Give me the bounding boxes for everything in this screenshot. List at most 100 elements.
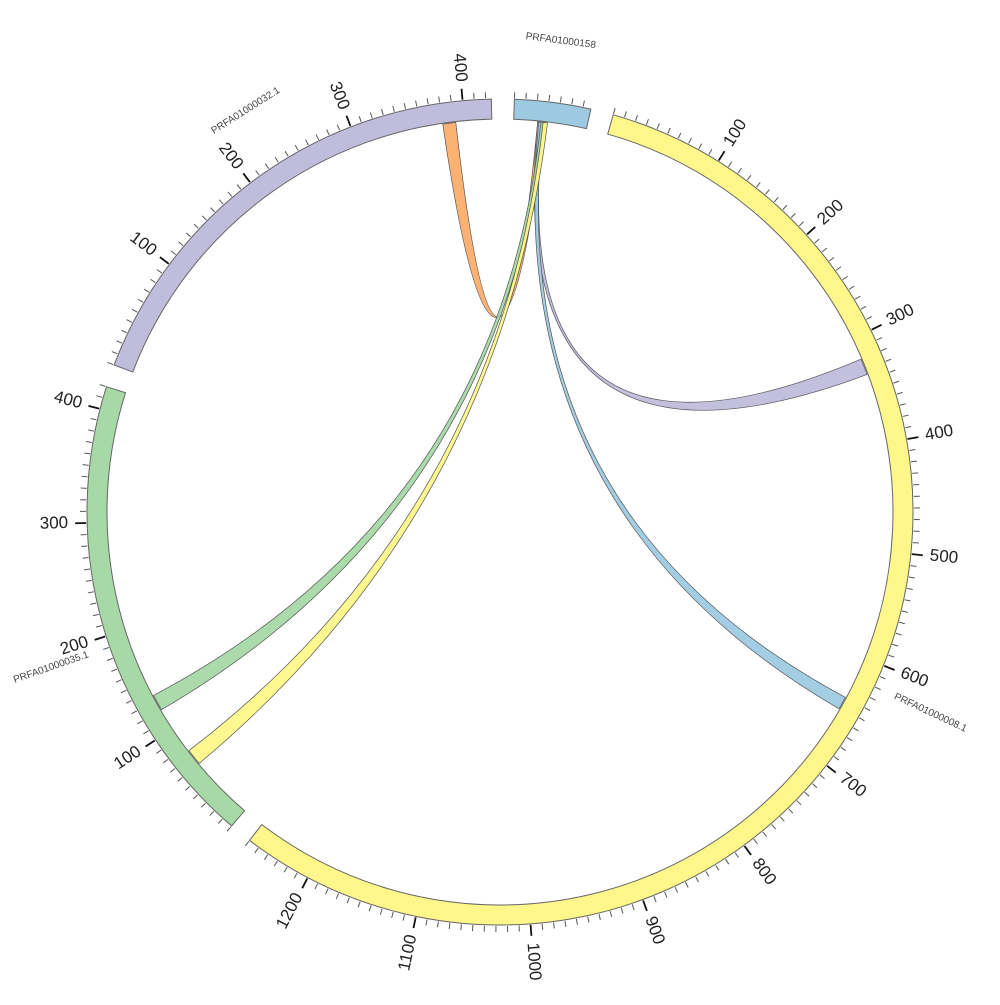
minor-tick (127, 320, 132, 323)
minor-tick (392, 912, 394, 918)
minor-tick (194, 224, 198, 228)
major-tick (872, 325, 882, 330)
minor-tick (765, 190, 769, 195)
minor-tick (572, 98, 573, 104)
minor-tick (780, 817, 784, 821)
minor-tick (859, 718, 864, 721)
minor-tick (327, 129, 329, 134)
tick-label: 400 (450, 53, 471, 83)
minor-tick (116, 341, 121, 343)
minor-tick (754, 839, 758, 844)
minor-tick (757, 182, 761, 187)
minor-tick (84, 569, 90, 570)
tick-label: 100 (110, 742, 144, 774)
minor-tick (143, 731, 148, 734)
minor-tick (193, 795, 197, 799)
minor-tick (538, 94, 539, 100)
minor-tick (791, 213, 795, 217)
minor-tick (227, 827, 231, 832)
minor-tick (886, 359, 892, 361)
tick-label: 300 (883, 300, 917, 330)
minor-tick (91, 418, 97, 419)
minor-tick (689, 138, 692, 143)
minor-tick (657, 123, 659, 129)
minor-tick (380, 909, 382, 915)
minor-tick (588, 917, 589, 923)
minor-tick (820, 775, 825, 779)
minor-tick (284, 867, 287, 872)
minor-tick (625, 111, 627, 117)
minor-tick (156, 750, 161, 753)
minor-tick (427, 98, 428, 104)
tick-label: 900 (641, 914, 669, 947)
major-tick (346, 116, 350, 126)
minor-tick (121, 690, 126, 693)
minor-tick (178, 777, 183, 781)
major-tick (643, 900, 647, 910)
minor-tick (706, 871, 709, 876)
minor-tick (668, 128, 670, 133)
minor-tick (86, 441, 92, 442)
minor-tick (685, 882, 688, 887)
minor-tick (82, 476, 88, 477)
minor-tick (861, 306, 866, 309)
minor-tick (84, 453, 90, 454)
minor-tick (450, 95, 451, 101)
minor-tick (576, 919, 577, 925)
minor-tick (121, 330, 126, 333)
minor-tick (735, 853, 738, 858)
minor-tick (256, 170, 259, 175)
major-tick (827, 766, 836, 773)
minor-tick (107, 658, 113, 660)
minor-tick (903, 415, 909, 416)
minor-tick (815, 239, 820, 243)
minor-tick (255, 848, 259, 853)
minor-tick (315, 884, 318, 889)
tick-label: 200 (215, 139, 247, 173)
minor-tick (359, 116, 361, 122)
minor-tick (599, 914, 600, 920)
minor-tick (834, 757, 839, 761)
tick-label: 400 (923, 421, 954, 445)
minor-tick (678, 133, 681, 138)
minor-tick (875, 687, 880, 690)
minor-tick (636, 115, 638, 121)
minor-tick (665, 892, 667, 898)
minor-tick (877, 338, 882, 340)
minor-tick (186, 233, 190, 237)
tick-label: 1100 (394, 933, 420, 973)
segment-arc (514, 99, 591, 128)
minor-tick (897, 392, 903, 394)
minor-tick (675, 887, 678, 892)
link-ribbon-4 (154, 122, 546, 710)
minor-tick (738, 168, 741, 173)
minor-tick (144, 289, 149, 292)
minor-tick (116, 680, 121, 682)
minor-tick (438, 921, 439, 927)
minor-tick (88, 430, 94, 431)
minor-tick (370, 113, 372, 119)
minor-tick (126, 701, 131, 704)
minor-tick (306, 140, 309, 145)
tick-label: 600 (898, 663, 931, 691)
minor-tick (83, 465, 89, 466)
minor-tick (275, 157, 278, 162)
link-ribbon-5 (189, 122, 548, 763)
minor-tick (96, 625, 102, 627)
minor-tick (881, 348, 887, 350)
segment-name-label: PRFA01000008.1 (892, 691, 969, 735)
minor-tick (358, 902, 360, 908)
minor-tick (829, 257, 834, 261)
minor-tick (201, 803, 205, 807)
minor-tick (202, 216, 206, 220)
tick-label: 100 (127, 228, 161, 260)
minor-tick (654, 896, 656, 902)
minor-tick (178, 242, 183, 246)
minor-tick (728, 162, 731, 167)
minor-tick (132, 711, 137, 714)
minor-tick (613, 108, 615, 114)
major-tick (719, 151, 725, 160)
minor-tick (880, 677, 886, 679)
major-tick (88, 406, 99, 409)
major-tick (95, 637, 105, 640)
